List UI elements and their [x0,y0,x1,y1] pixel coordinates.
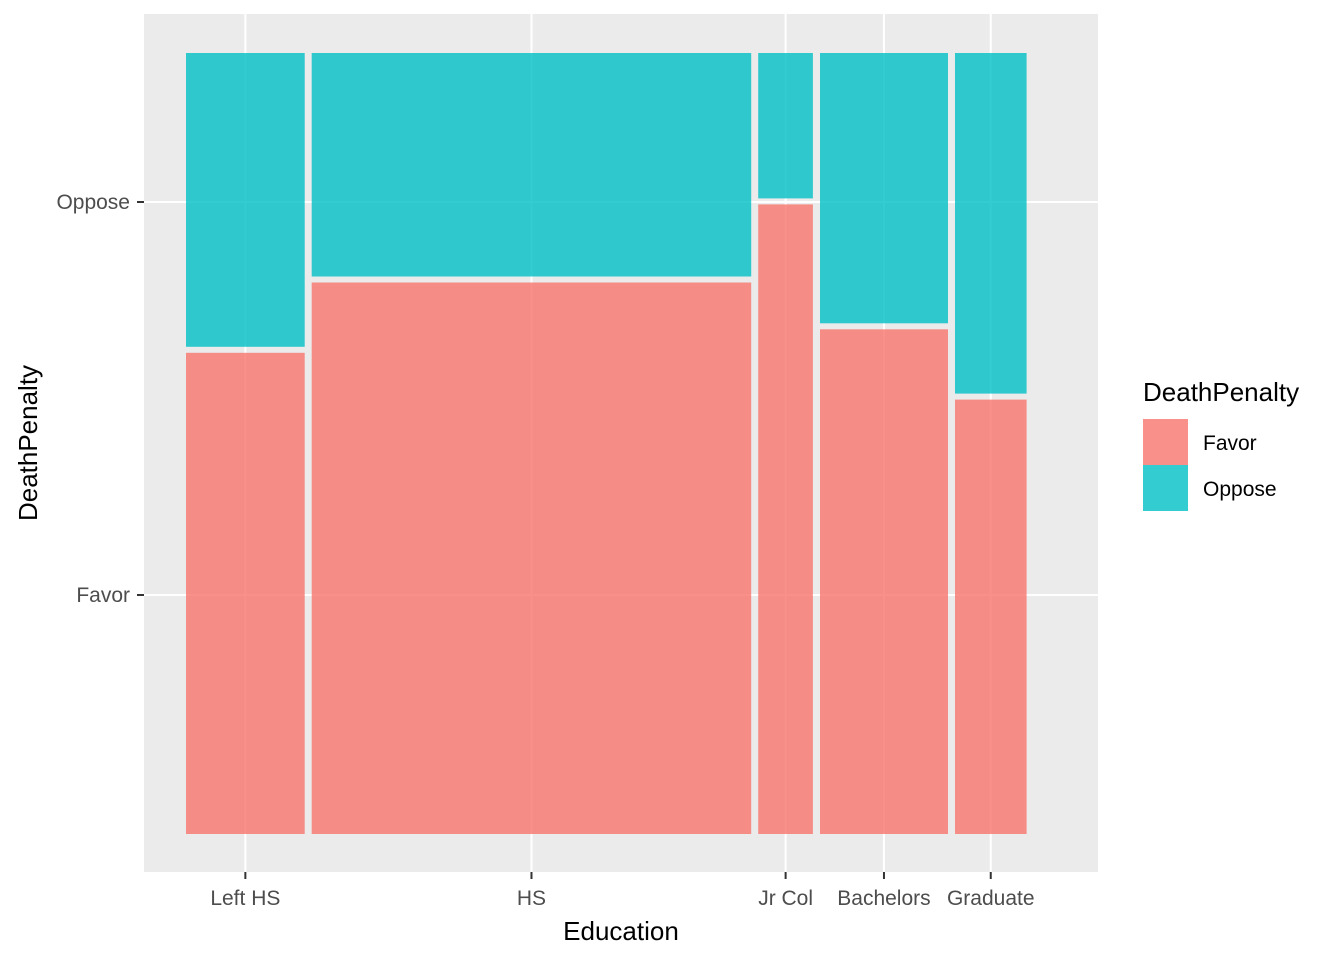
legend-swatch-favor [1143,419,1188,465]
tile-jr-col-oppose [758,53,813,199]
x-axis-title: Education [563,916,679,946]
tile-graduate-oppose [955,53,1027,394]
legend-swatch-oppose [1143,465,1188,511]
tile-jr-col-favor [758,204,813,834]
tile-hs-oppose [311,53,752,277]
y-tick-label: Favor [76,584,130,607]
x-tick-label: Jr Col [758,887,813,910]
tile-bachelors-oppose [820,53,948,324]
x-tick-label: Graduate [947,887,1035,910]
legend: DeathPenalty Favor Oppose [1143,377,1299,511]
tile-hs-favor [311,282,752,834]
tile-left-hs-favor [186,352,305,834]
legend-label-oppose: Oppose [1203,478,1277,501]
tile-bachelors-favor [820,329,948,834]
mosaic-tiles [186,53,1027,834]
legend-label-favor: Favor [1203,432,1257,455]
legend-items: Favor Oppose [1143,419,1277,511]
y-axis-title: DeathPenalty [13,365,43,521]
x-tick-label: Left HS [210,887,280,910]
y-tick-label: Oppose [56,191,130,214]
legend-title: DeathPenalty [1143,377,1299,407]
tile-graduate-favor [955,399,1027,834]
x-tick-label: HS [517,887,546,910]
x-tick-label: Bachelors [837,887,930,910]
tile-left-hs-oppose [186,53,305,347]
axes: Left HS HS Jr Col Bachelors Graduate Favor Opp… [56,191,1034,910]
